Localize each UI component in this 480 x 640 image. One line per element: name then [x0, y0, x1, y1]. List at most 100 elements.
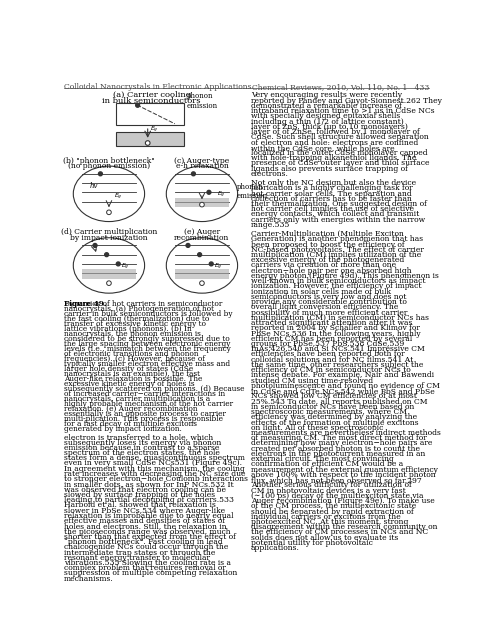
Text: mechanisms.: mechanisms. — [64, 575, 113, 582]
Text: larger hole density of states (CdSe: larger hole density of states (CdSe — [64, 365, 193, 373]
Text: possibility of much more efficient carrier: possibility of much more efficient carri… — [250, 308, 406, 317]
Text: presence of CdSe outer layer and thiol surface: presence of CdSe outer layer and thiol s… — [250, 159, 428, 168]
Text: subsequently scattered on phonons. (d) Because: subsequently scattered on phonons. (d) B… — [64, 385, 244, 393]
Text: Harbold et al. showed that relaxation is: Harbold et al. showed that relaxation is — [64, 501, 216, 509]
Text: of the CM process, the multiexcitonic state: of the CM process, the multiexcitonic st… — [250, 502, 415, 510]
Text: their thermalization. One suggested design of: their thermalization. One suggested desi… — [250, 200, 426, 208]
Text: frequencies). (c) However, because of: frequencies). (c) However, because of — [64, 355, 204, 363]
Text: Auger recombination (Figure 49e). To make use: Auger recombination (Figure 49e). To mak… — [250, 497, 433, 505]
Text: (d) Carrier multiplication: (d) Carrier multiplication — [60, 228, 157, 237]
Text: Carrier-Multiplication (Multiple Exciton: Carrier-Multiplication (Multiple Exciton — [250, 230, 403, 238]
Text: disagreement within the research community on: disagreement within the research communi… — [250, 524, 436, 531]
Text: efficiency was determined by analyzing the: efficiency was determined by analyzing t… — [250, 413, 416, 421]
Circle shape — [209, 262, 213, 266]
Text: photoluminescence and found no evidence of CM: photoluminescence and found no evidence … — [250, 382, 439, 390]
Text: chalcogenide NCs could occur through the: chalcogenide NCs could occur through the — [64, 543, 228, 551]
Text: fabrication is a highly challenging task for: fabrication is a highly challenging task… — [250, 184, 412, 192]
Text: ionization in solar cells made of bulk: ionization in solar cells made of bulk — [250, 287, 390, 296]
Text: electron is transferred to a hole, which: electron is transferred to a hole, which — [64, 433, 213, 442]
Text: subsequently loses its energy via phonon: subsequently loses its energy via phonon — [64, 438, 221, 447]
Ellipse shape — [166, 237, 237, 293]
Text: for a fast decay of multiple excitons: for a fast decay of multiple excitons — [64, 420, 197, 428]
Text: excessive kinetic energy of holes is: excessive kinetic energy of holes is — [64, 380, 194, 388]
Text: Generation) is another phenomenon that has: Generation) is another phenomenon that h… — [250, 236, 422, 243]
Text: of increased carrier−carrier interactions in: of increased carrier−carrier interaction… — [64, 390, 225, 398]
Text: $E_g$: $E_g$ — [217, 190, 226, 200]
Text: PbSe NCs.536 In the following years, highly: PbSe NCs.536 In the following years, hig… — [250, 330, 420, 337]
Text: carriers via creation of more than one: carriers via creation of more than one — [250, 262, 395, 269]
Ellipse shape — [166, 166, 237, 221]
Circle shape — [186, 243, 190, 247]
Text: “phonon bottleneck”. Fast cooling in lead: “phonon bottleneck”. Fast cooling in lea… — [64, 538, 222, 546]
Text: well-known in bulk semiconductors as impact: well-known in bulk semiconductors as imp… — [250, 277, 424, 285]
Text: demonstrated a remarkable increase of: demonstrated a remarkable increase of — [250, 102, 401, 110]
Text: holes and electrons. Still, the relaxation in: holes and electrons. Still, the relaxati… — [64, 522, 226, 531]
Text: $E_g$: $E_g$ — [214, 262, 222, 273]
Text: studied CM using time-resolved: studied CM using time-resolved — [250, 376, 372, 385]
Circle shape — [199, 202, 204, 207]
Text: applications.: applications. — [250, 544, 299, 552]
Text: been proposed to boost the efficiency of: been proposed to boost the efficiency of — [250, 241, 404, 248]
Text: effects of the formation of multiple excitons: effects of the formation of multiple exc… — [250, 419, 418, 426]
Text: efficient CM has been reported by several: efficient CM has been reported by severa… — [250, 335, 411, 343]
Text: in bulk semiconductors: in bulk semiconductors — [102, 97, 201, 105]
Text: relaxation is improbable due to nearly equal: relaxation is improbable due to nearly e… — [64, 512, 233, 520]
Text: nanocrystals. (a) Photogeneration of hot: nanocrystals. (a) Photogeneration of hot — [64, 305, 214, 313]
Circle shape — [197, 253, 201, 257]
FancyBboxPatch shape — [116, 103, 184, 125]
Text: highly probable mechanism of the hot carrier: highly probable mechanism of the hot car… — [64, 400, 233, 408]
Text: In agreement with this mechanism, the cooling: In agreement with this mechanism, the co… — [64, 465, 244, 473]
Text: emission because in contrast to a sparse: emission because in contrast to a sparse — [64, 444, 219, 452]
Text: e-h relaxation: e-h relaxation — [175, 163, 228, 170]
Text: in semiconductor NCs have been based on: in semiconductor NCs have been based on — [250, 403, 413, 411]
Text: photoexcited NC. At this moment, strong: photoexcited NC. At this moment, strong — [250, 518, 408, 526]
Text: slowed by surface trapping of the holes: slowed by surface trapping of the holes — [64, 491, 215, 499]
Text: Auger-like relaxation is possible. The: Auger-like relaxation is possible. The — [64, 375, 202, 383]
Text: spectroscopic measurements, where CM: spectroscopic measurements, where CM — [250, 408, 406, 416]
Text: attracted significant attention after it was: attracted significant attention after it… — [250, 319, 411, 327]
Text: shorter than that expected from the effect of: shorter than that expected from the effe… — [64, 532, 235, 541]
Text: leading to partial decoupling of carriers.533: leading to partial decoupling of carrier… — [64, 496, 233, 504]
Text: on light. All of these spectroscopic: on light. All of these spectroscopic — [250, 424, 383, 432]
Text: by impact ionization: by impact ionization — [70, 234, 147, 242]
Text: in CdSe and CdTe NCs,542 while PbS and PbSe: in CdSe and CdTe NCs,542 while PbS and P… — [250, 387, 433, 395]
Text: phonon
emission: phonon emission — [236, 182, 267, 200]
Text: the fast cooling (thermalization) due to: the fast cooling (thermalization) due to — [64, 315, 209, 323]
Text: excessive energy of the photogenerated: excessive energy of the photogenerated — [250, 256, 403, 264]
Text: determining how many electron−hole pairs are: determining how many electron−hole pairs… — [250, 440, 431, 447]
Text: of electron and hole: electrons are confined: of electron and hole: electrons are conf… — [250, 138, 417, 147]
Text: including a thin (1/2 of lattice constant): including a thin (1/2 of lattice constan… — [250, 118, 403, 125]
Text: considered to be strongly suppressed due to: considered to be strongly suppressed due… — [64, 335, 229, 343]
Text: created per absorbed photon is to count the: created per absorbed photon is to count … — [250, 445, 419, 452]
Text: measurements are nevertheless indirect methods: measurements are nevertheless indirect m… — [250, 429, 440, 437]
Text: (a) Carrier cooling: (a) Carrier cooling — [112, 92, 190, 99]
Text: colloidal solutions and for NC films.541 At: colloidal solutions and for NC films.541… — [250, 356, 412, 364]
Text: measurement of the external quantum efficiency: measurement of the external quantum effi… — [250, 466, 437, 474]
Text: vibrations.535 Slowing the cooling rate is a: vibrations.535 Slowing the cooling rate … — [64, 559, 230, 567]
Text: carrier in bulk semiconductors is followed by: carrier in bulk semiconductors is follow… — [64, 310, 232, 318]
Circle shape — [206, 190, 210, 194]
Text: multiplication (CM) implies utilization of the: multiplication (CM) implies utilization … — [250, 251, 420, 259]
Text: hot carrier solar cells. The separation and: hot carrier solar cells. The separation … — [250, 189, 411, 198]
Text: $E_g$: $E_g$ — [150, 124, 158, 134]
Circle shape — [135, 104, 139, 108]
Text: intense debate. For example, Nair and Bawendi: intense debate. For example, Nair and Ba… — [250, 371, 433, 380]
Text: hot carrier cell implies the use of selective: hot carrier cell implies the use of sele… — [250, 205, 413, 213]
Text: Dynamics of hot carriers in semiconductor: Dynamics of hot carriers in semiconducto… — [64, 300, 222, 308]
Text: with hole-trapping alkanethiol ligands. The: with hole-trapping alkanethiol ligands. … — [250, 154, 415, 163]
Text: with specially designed epitaxial shells: with specially designed epitaxial shells — [250, 113, 399, 120]
Text: lattice vibrations (phonons). (b) In: lattice vibrations (phonons). (b) In — [64, 325, 191, 333]
Text: confirmation of efficient CM would be a: confirmation of efficient CM would be a — [250, 460, 402, 468]
Circle shape — [107, 281, 111, 285]
Text: electron−hole pair per one absorbed high: electron−hole pair per one absorbed high — [250, 267, 410, 275]
Text: provide any considerable contribution to: provide any considerable contribution to — [250, 298, 406, 306]
Text: intraband relaxation time to >1 μs in CdSe NCs: intraband relaxation time to >1 μs in Cd… — [250, 107, 433, 115]
Text: individual carriers or excitons from the: individual carriers or excitons from the — [250, 513, 400, 521]
Text: levels (i.e., mismatch between the frequency: levels (i.e., mismatch between the frequ… — [64, 345, 230, 353]
Text: InAs,426,540 and Si NCs.541 Impressive CM: InAs,426,540 and Si NCs.541 Impressive C… — [250, 345, 424, 353]
Text: the efficiency of CM processes in NCs and NC: the efficiency of CM processes in NCs an… — [250, 529, 427, 536]
Text: the same time, other researchers subject the: the same time, other researchers subject… — [250, 361, 422, 369]
Text: energy photon (Figure 49d). This phenomenon is: energy photon (Figure 49d). This phenome… — [250, 272, 438, 280]
Text: efficiencies have been reported both for: efficiencies have been reported both for — [250, 351, 404, 358]
Text: (e) Auger: (e) Auger — [183, 228, 219, 237]
